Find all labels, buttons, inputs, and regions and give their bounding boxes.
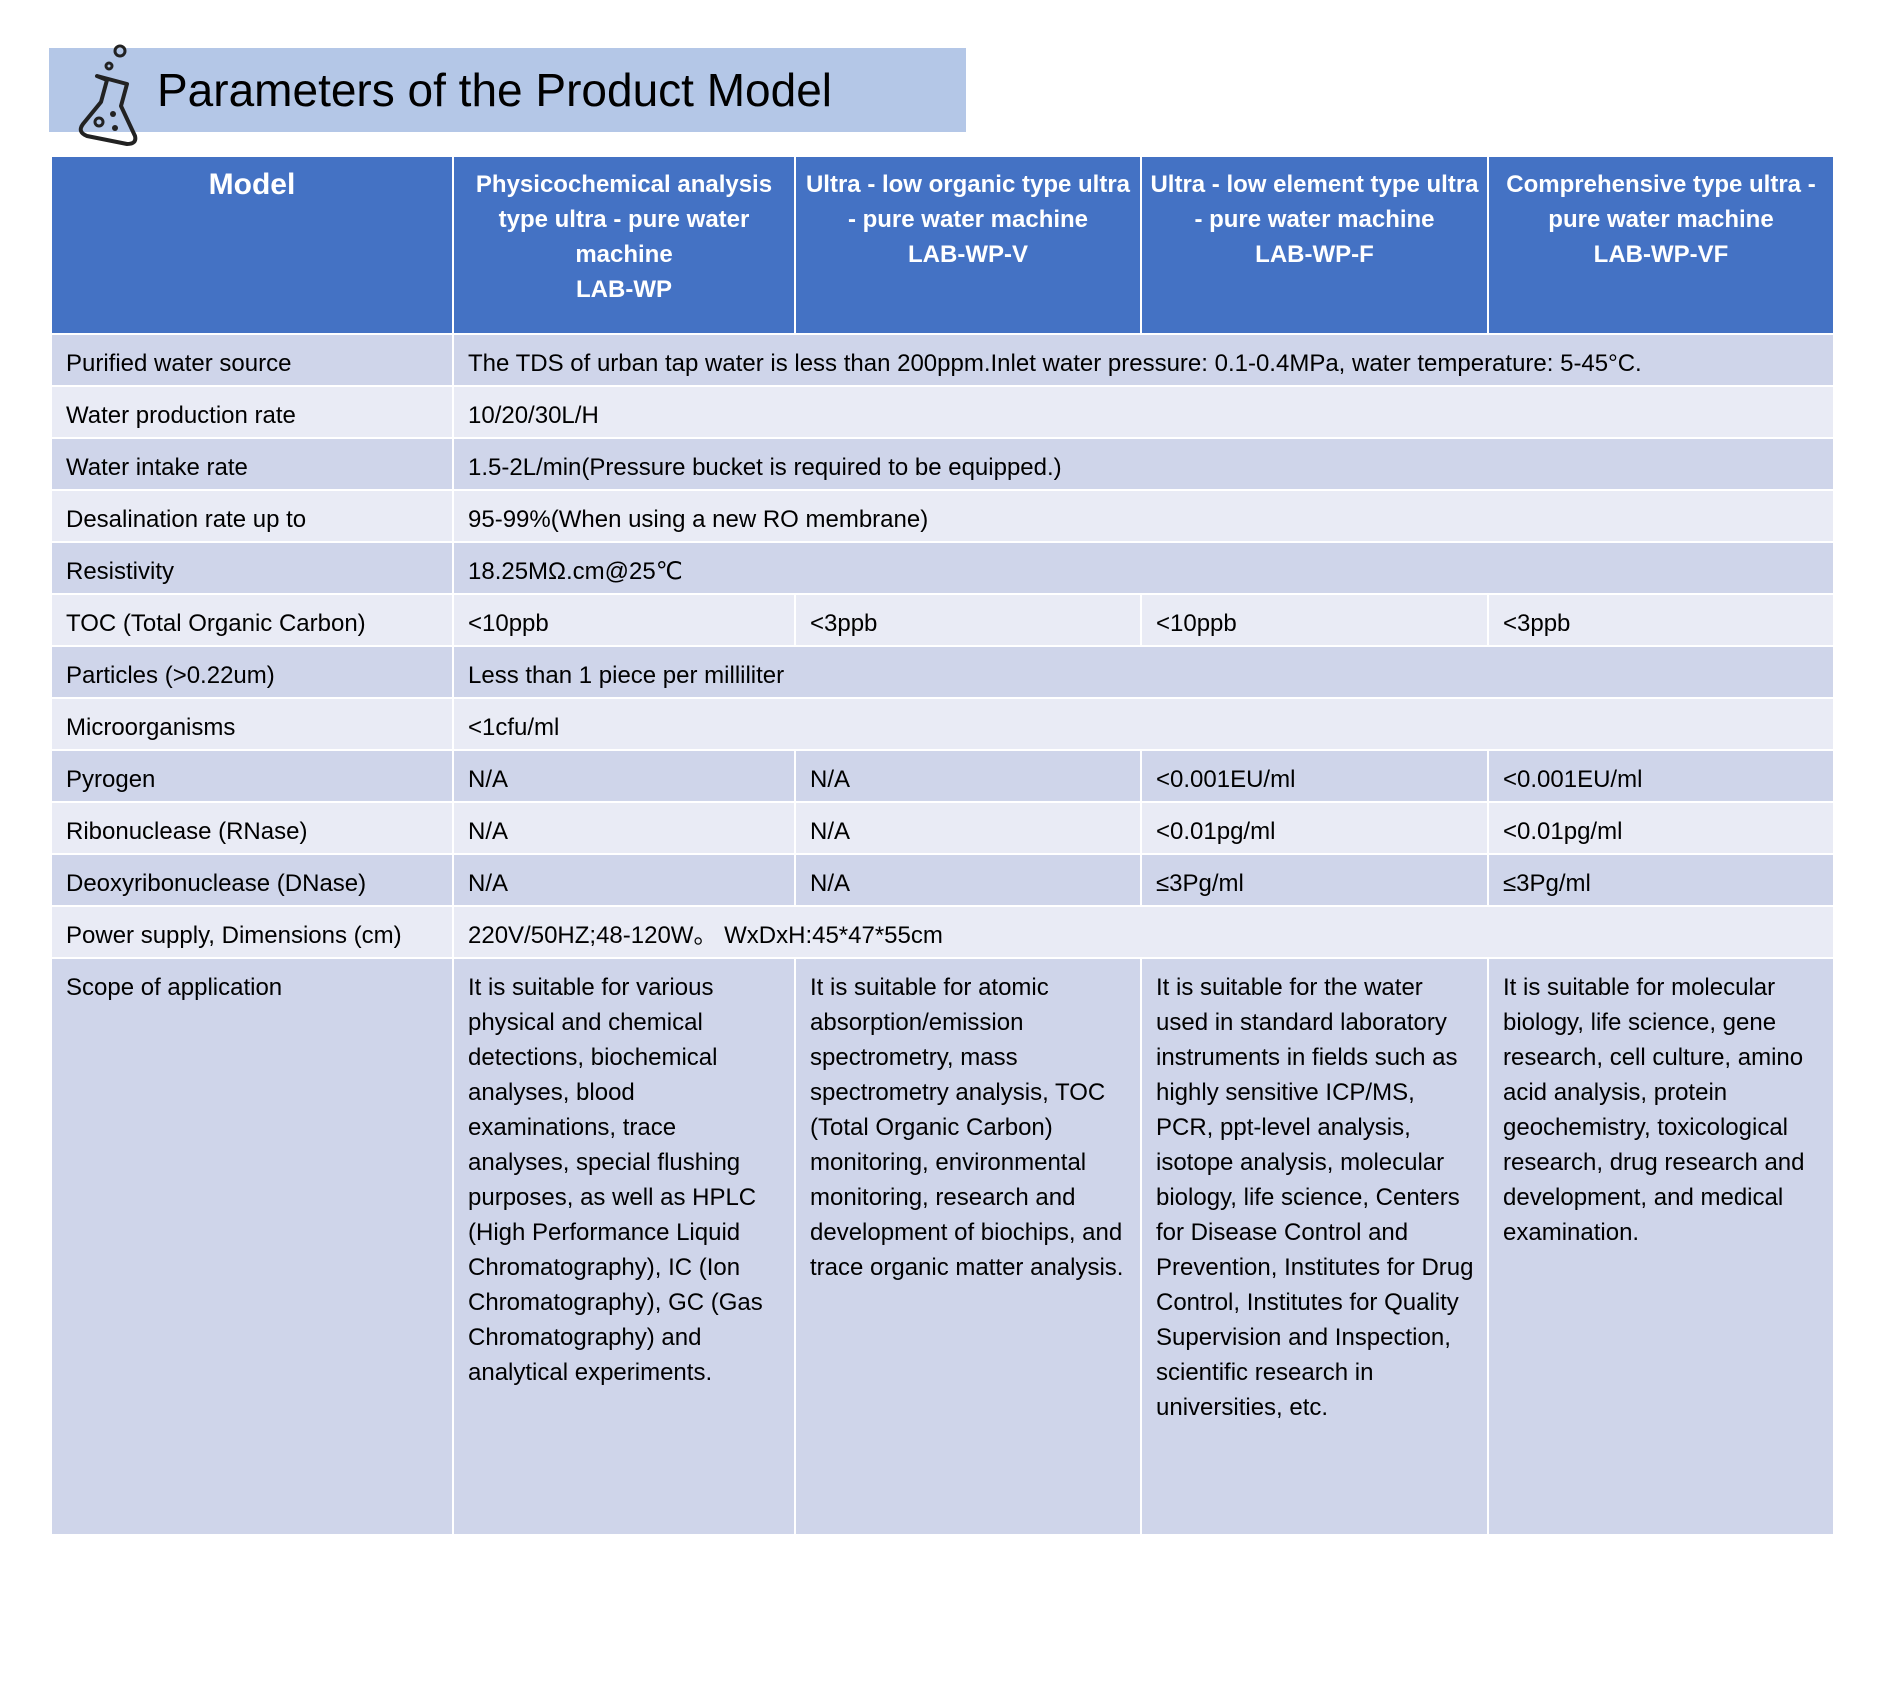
row-label: Water intake rate <box>50 437 454 491</box>
column-name: Model <box>208 168 296 201</box>
row-cell: It is suitable for molecular biology, li… <box>1487 957 1835 1536</box>
table-row: Deoxyribonuclease (DNase) N/A N/A ≤3Pg/ml ≤3… <box>50 853 1835 907</box>
row-cell: ≤3Pg/ml <box>1140 853 1489 907</box>
row-label: Pyrogen <box>50 749 454 803</box>
row-cell: It is suitable for various physical and … <box>452 957 796 1536</box>
page-title: Parameters of the Product Model <box>157 64 832 116</box>
row-cell: N/A <box>794 853 1142 907</box>
row-cell: <0.01pg/ml <box>1487 801 1835 855</box>
row-cell: It is suitable for atomic absorption/emi… <box>794 957 1142 1536</box>
row-cell: 95-99%(When using a new RO membrane) <box>452 489 1835 543</box>
column-header: Ultra - low organic type ultra - pure wa… <box>794 155 1142 335</box>
table-row: Ribonuclease (RNase) N/A N/A <0.01pg/ml <0.0… <box>50 801 1835 855</box>
row-label: Particles (>0.22um) <box>50 645 454 699</box>
row-cell: N/A <box>452 749 796 803</box>
column-model: LAB-WP-F <box>1255 241 1374 268</box>
row-cell: The TDS of urban tap water is less than … <box>452 333 1835 387</box>
row-cell: 18.25MΩ.cm@25℃ <box>452 541 1835 595</box>
row-cell: <0.001EU/ml <box>1487 749 1835 803</box>
row-label: Ribonuclease (RNase) <box>50 801 454 855</box>
column-name: Physicochemical analysis type ultra - pu… <box>475 171 773 268</box>
row-cell: <10ppb <box>1140 593 1489 647</box>
row-cell: 220V/50HZ;48-120W。 WxDxH:45*47*55cm <box>452 905 1835 959</box>
row-cell: N/A <box>794 749 1142 803</box>
row-cell: <0.01pg/ml <box>1140 801 1489 855</box>
column-header: Comprehensive type ultra - pure water ma… <box>1487 155 1835 335</box>
row-label: Resistivity <box>50 541 454 595</box>
row-cell: N/A <box>452 801 796 855</box>
column-header: Physicochemical analysis type ultra - pu… <box>452 155 796 335</box>
table-row: Scope of application It is suitable for v… <box>50 957 1835 1536</box>
table-row: Desalination rate up to 95-99%(When using… <box>50 489 1835 543</box>
table-body: Purified water source The TDS of urban ta… <box>50 333 1835 1536</box>
row-label: Water production rate <box>50 385 454 439</box>
row-cell: N/A <box>452 853 796 907</box>
table-row: Particles (>0.22um) Less than 1 piece per… <box>50 645 1835 699</box>
row-label: Desalination rate up to <box>50 489 454 543</box>
row-label: Microorganisms <box>50 697 454 751</box>
flask-icon <box>78 44 138 146</box>
table-row: Power supply, Dimensions (cm) 220V/50HZ;4… <box>50 905 1835 959</box>
column-header: Ultra - low element type ultra - pure wa… <box>1140 155 1489 335</box>
row-cell: 10/20/30L/H <box>452 385 1835 439</box>
row-cell: <3ppb <box>1487 593 1835 647</box>
column-model: LAB-WP-V <box>908 241 1028 268</box>
column-model: LAB-WP-VF <box>1593 241 1729 268</box>
column-name: Comprehensive type ultra - pure water ma… <box>1506 171 1816 233</box>
row-label: TOC (Total Organic Carbon) <box>50 593 454 647</box>
title-banner: Parameters of the Product Model <box>49 44 966 146</box>
row-cell: <0.001EU/ml <box>1140 749 1489 803</box>
header-row: Model Physicochemical analysis type ultra… <box>50 155 1835 335</box>
column-name: Ultra - low organic type ultra - pure wa… <box>805 171 1131 233</box>
row-cell: It is suitable for the water used in sta… <box>1140 957 1489 1536</box>
table-row: Resistivity 18.25MΩ.cm@25℃ <box>50 541 1835 595</box>
table-row: Purified water source The TDS of urban ta… <box>50 333 1835 387</box>
parameter-table: Model Physicochemical analysis type ultra… <box>50 155 1835 1536</box>
column-header: Model <box>50 155 454 335</box>
row-cell: ≤3Pg/ml <box>1487 853 1835 907</box>
row-cell: 1.5-2L/min(Pressure bucket is required t… <box>452 437 1835 491</box>
row-label: Deoxyribonuclease (DNase) <box>50 853 454 907</box>
row-cell: Less than 1 piece per milliliter <box>452 645 1835 699</box>
table-row: TOC (Total Organic Carbon) <10ppb <3ppb <10… <box>50 593 1835 647</box>
row-label: Purified water source <box>50 333 454 387</box>
table-row: Microorganisms <1cfu/ml <box>50 697 1835 751</box>
row-label: Power supply, Dimensions (cm) <box>50 905 454 959</box>
column-model: LAB-WP <box>576 276 672 303</box>
table-row: Pyrogen N/A N/A <0.001EU/ml <0.001EU/ml <box>50 749 1835 803</box>
row-cell: <10ppb <box>452 593 796 647</box>
table-row: Water production rate 10/20/30L/H <box>50 385 1835 439</box>
table-row: Water intake rate 1.5-2L/min(Pressure buc… <box>50 437 1835 491</box>
row-cell: <1cfu/ml <box>452 697 1835 751</box>
row-cell: N/A <box>794 801 1142 855</box>
row-cell: <3ppb <box>794 593 1142 647</box>
column-name: Ultra - low element type ultra - pure wa… <box>1150 171 1479 233</box>
row-label: Scope of application <box>50 957 454 1536</box>
